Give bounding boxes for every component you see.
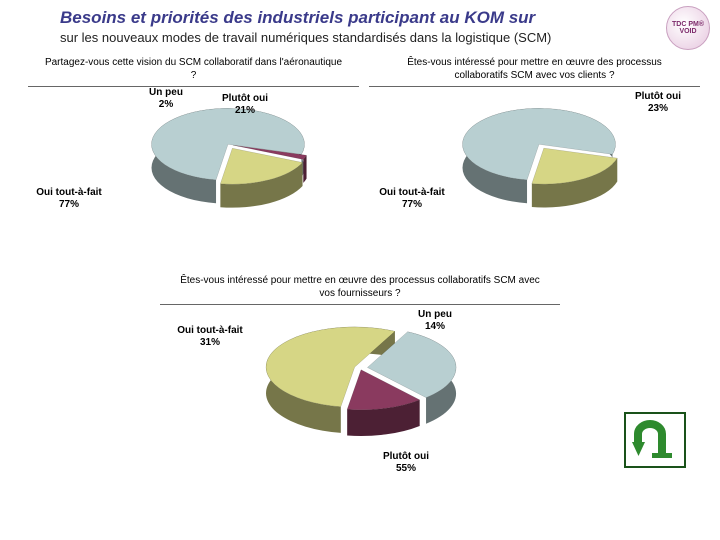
chart-top-right: Êtes-vous intéressé pour mettre en œuvre… bbox=[369, 57, 700, 267]
slice-label: Plutôt oui 55% bbox=[366, 451, 446, 474]
page-title: Besoins et priorités des industriels par… bbox=[60, 8, 680, 28]
pie-container bbox=[449, 91, 629, 221]
u-turn-arrow-icon bbox=[632, 420, 678, 460]
slice-label: Oui tout-à-fait 77% bbox=[24, 187, 114, 210]
slice-label-text: Plutôt oui bbox=[635, 91, 681, 102]
chart-top-left: Partagez-vous cette vision du SCM collab… bbox=[28, 57, 359, 267]
slice-value: 2 bbox=[159, 99, 165, 110]
chart-question: Êtes-vous intéressé pour mettre en œuvre… bbox=[180, 275, 540, 300]
brand-logo: TDC PM® VOID bbox=[666, 6, 710, 50]
page-subtitle: sur les nouveaux modes de travail numéri… bbox=[60, 30, 680, 45]
pie-chart bbox=[449, 91, 629, 221]
slice-value: 77 bbox=[59, 199, 70, 210]
rule bbox=[369, 86, 700, 87]
slice-label-text: Plutôt oui bbox=[383, 451, 429, 462]
rule bbox=[160, 304, 560, 305]
slice-value: 77 bbox=[402, 199, 413, 210]
slice-label-text: Plutôt oui bbox=[222, 93, 268, 104]
chart-bottom: Êtes-vous intéressé pour mettre en œuvre… bbox=[140, 275, 580, 495]
chart-question: Êtes-vous intéressé pour mettre en œuvre… bbox=[385, 57, 685, 82]
slice-label-text: Oui tout-à-fait bbox=[177, 325, 243, 336]
slice-value: 23 bbox=[648, 103, 659, 114]
slice-label: Plutôt oui 23% bbox=[623, 91, 693, 114]
slice-label-text: Un peu bbox=[418, 309, 452, 320]
slice-label: Oui tout-à-fait 31% bbox=[160, 325, 260, 348]
brand-logo-text: TDC PM® VOID bbox=[667, 21, 709, 35]
chart-question: Partagez-vous cette vision du SCM collab… bbox=[44, 57, 344, 82]
slice-label-text: Un peu bbox=[149, 87, 183, 98]
slice-label: Oui tout-à-fait 77% bbox=[367, 187, 457, 210]
nav-back-button[interactable] bbox=[624, 412, 686, 468]
slice-value: 14 bbox=[425, 321, 436, 332]
header: Besoins et priorités des industriels par… bbox=[0, 0, 720, 47]
slice-value: 21 bbox=[235, 105, 246, 116]
slice-label: Un peu 2% bbox=[136, 87, 196, 110]
slice-label: Un peu 14% bbox=[400, 309, 470, 332]
slice-label: Plutôt oui 21% bbox=[210, 93, 280, 116]
pie-chart bbox=[255, 311, 465, 451]
slice-label-text: Oui tout-à-fait bbox=[36, 187, 102, 198]
slice-value: 31 bbox=[200, 337, 211, 348]
slice-label-text: Oui tout-à-fait bbox=[379, 187, 445, 198]
charts-row-top: Partagez-vous cette vision du SCM collab… bbox=[0, 47, 720, 267]
slice-value: 55 bbox=[396, 463, 407, 474]
pie-container bbox=[255, 311, 465, 451]
